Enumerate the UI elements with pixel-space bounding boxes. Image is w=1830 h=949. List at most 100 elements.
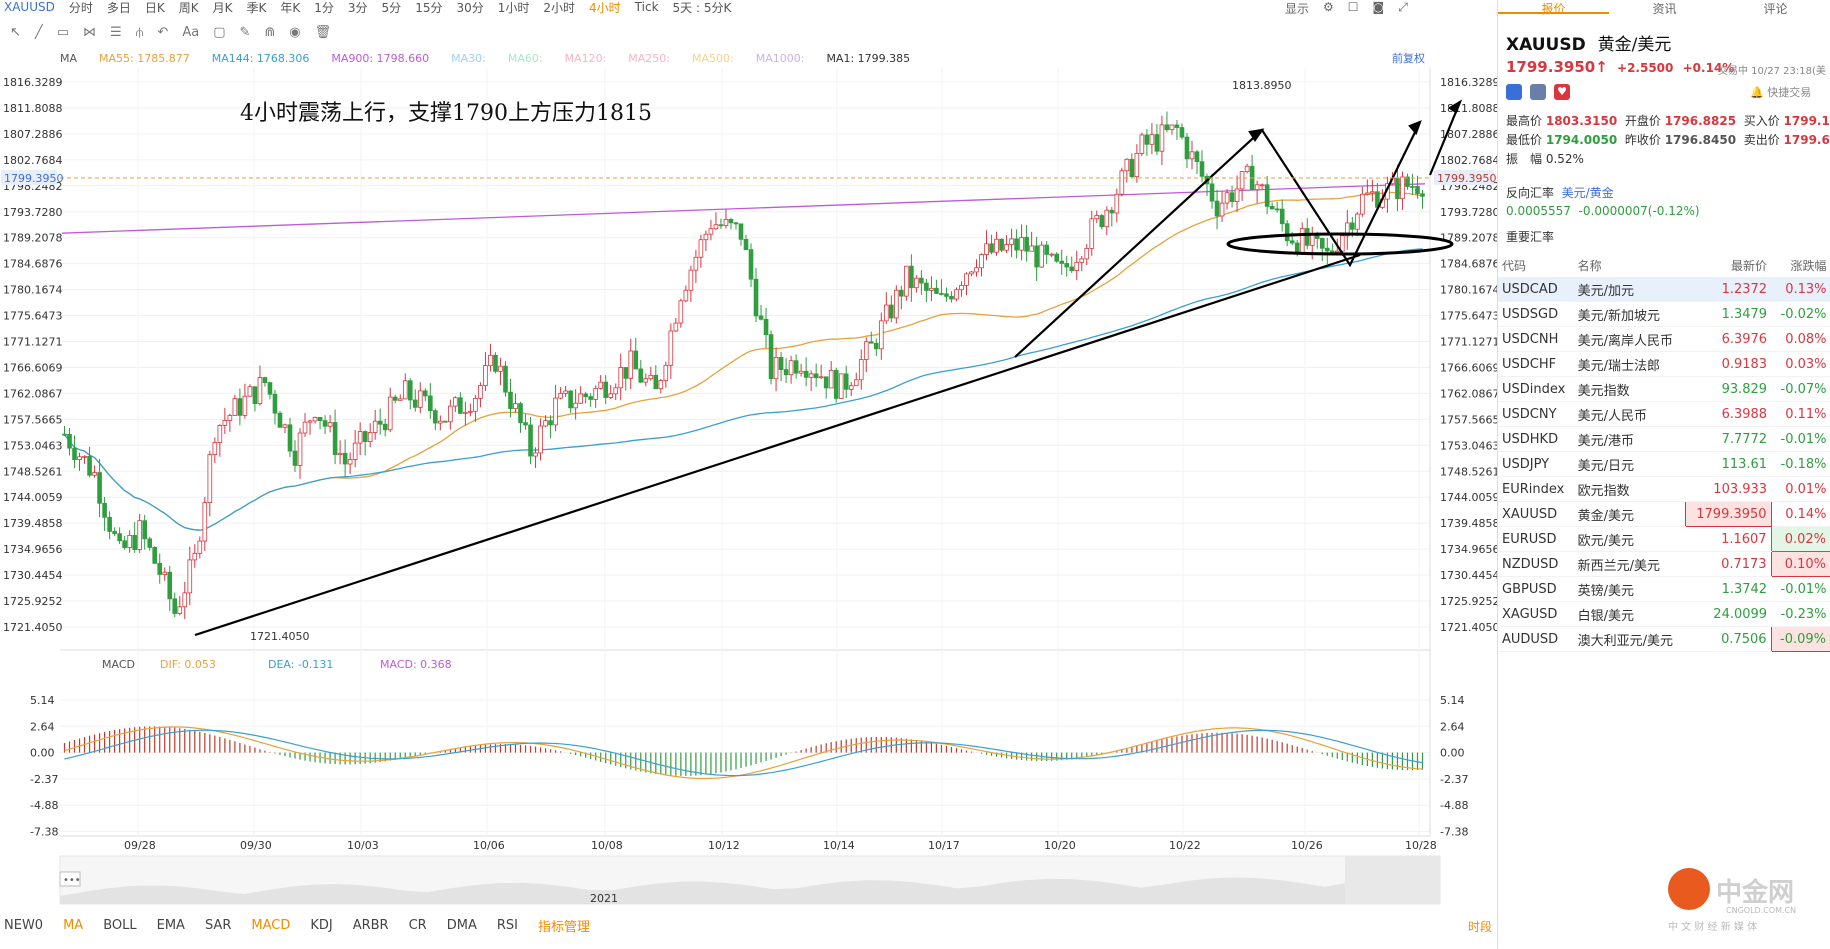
period-tab[interactable]: 季K	[246, 0, 267, 15]
symbol-label[interactable]: XAUUSD	[4, 0, 55, 14]
tab-ma[interactable]: MA	[63, 917, 84, 933]
trash-icon[interactable]: 🗑	[314, 24, 332, 40]
fib-icon[interactable]: ⋈	[83, 24, 97, 40]
text-icon[interactable]: Aa	[182, 24, 200, 40]
col-price[interactable]: 最新价	[1731, 258, 1768, 273]
camera-icon[interactable]: ◙	[1372, 0, 1385, 14]
nav-handle-icon[interactable]: •••	[63, 875, 81, 886]
fuquan-toggle[interactable]: 前复权	[1392, 52, 1425, 65]
session-button[interactable]: 时段	[1468, 920, 1493, 934]
period-tab[interactable]: 周K	[178, 0, 199, 15]
fx-name: 澳大利亚元/美元	[1573, 626, 1686, 652]
ma30-value: MA30:	[451, 51, 486, 65]
fx-row[interactable]: EURindex 欧元指数 103.933 0.01%	[1498, 476, 1830, 502]
fx-row[interactable]: USDCAD 美元/加元 1.2372 0.13%	[1498, 277, 1830, 302]
period-tab[interactable]: 年K	[280, 0, 301, 15]
navigator-area[interactable]	[60, 876, 1440, 904]
fx-row[interactable]: XAUUSD 黄金/美元 1799.3950 0.14%	[1498, 501, 1830, 527]
period-tab[interactable]: 分时	[68, 0, 93, 15]
tab-macd[interactable]: MACD	[251, 917, 291, 933]
candle-body	[1294, 242, 1300, 253]
fx-row[interactable]: USDCHF 美元/瑞士法郎 0.9183 0.03%	[1498, 351, 1830, 377]
fx-row[interactable]: USDSGD 美元/新加坡元 1.3479 -0.02%	[1498, 301, 1830, 327]
period-tab[interactable]: 3分	[347, 0, 368, 15]
col-code[interactable]: 代码	[1502, 258, 1527, 273]
fx-row[interactable]: EURUSD 欧元/美元 1.1607 0.02%	[1498, 526, 1830, 552]
tab-ema[interactable]: EMA	[156, 917, 185, 933]
period-tab[interactable]: Tick	[634, 0, 659, 14]
tab-cr[interactable]: CR	[408, 917, 427, 933]
period-tab[interactable]: 月K	[212, 0, 233, 15]
undo-icon[interactable]: ↶	[157, 24, 169, 40]
cursor-icon[interactable]: ↖	[10, 24, 21, 40]
display-menu[interactable]: 显示	[1285, 2, 1310, 16]
range-select[interactable]: 5天 : 5分K	[672, 0, 732, 15]
candle-body	[979, 254, 984, 269]
tab-arbr[interactable]: ARBR	[352, 917, 389, 933]
dea-value: DEA: -0.131	[268, 658, 333, 671]
period-tab[interactable]: 15分	[415, 0, 443, 15]
candle-body	[1059, 260, 1065, 264]
line-icon[interactable]: ╱	[34, 24, 43, 40]
tab-boll[interactable]: BOLL	[103, 917, 137, 933]
period-tab[interactable]: 5分	[381, 0, 402, 15]
fx-row[interactable]: USDJPY 美元/日元 113.61 -0.18%	[1498, 451, 1830, 477]
candle-body	[884, 304, 889, 322]
date-label: 10/17	[928, 839, 960, 852]
col-name[interactable]: 名称	[1577, 258, 1602, 273]
ma-label[interactable]: MA	[60, 51, 78, 65]
fx-name: 美元/瑞士法郎	[1573, 351, 1686, 377]
gear-icon[interactable]: ⚙	[1323, 0, 1334, 14]
fx-row[interactable]: AUDUSD 澳大利亚元/美元 0.7506 -0.09%	[1498, 626, 1830, 652]
wave-path	[1014, 121, 1421, 358]
tab-kdj[interactable]: KDJ	[310, 917, 333, 933]
fx-row[interactable]: GBPUSD 英镑/美元 1.3742 -0.01%	[1498, 576, 1830, 602]
macd-label[interactable]: MACD	[102, 658, 135, 671]
period-tab[interactable]: 2小时	[543, 0, 576, 15]
candle-body	[428, 395, 433, 412]
square-icon[interactable]: ☐	[1347, 0, 1359, 14]
fx-row[interactable]: USDHKD 美元/港币 7.7772 -0.01%	[1498, 426, 1830, 452]
period-tab[interactable]: 多日	[106, 0, 131, 15]
period-tab[interactable]: 30分	[456, 0, 484, 15]
arrow-head-icon	[1447, 99, 1463, 114]
candle-body	[588, 396, 593, 400]
channel-icon[interactable]: ☰	[110, 24, 122, 40]
candle-body	[703, 233, 709, 241]
shape-icon[interactable]: ▭	[56, 24, 70, 40]
price-axis-label: 1816.3289	[1440, 76, 1497, 89]
global-icon[interactable]	[1506, 84, 1522, 100]
tab-quote[interactable]: 报价	[1498, 0, 1609, 16]
tab-new0[interactable]: NEW0	[4, 917, 44, 933]
magnet-icon[interactable]: ⋒	[264, 24, 276, 40]
period-tab[interactable]: 1小时	[497, 0, 530, 15]
tab-comments[interactable]: 评论	[1763, 2, 1788, 16]
quick-trade[interactable]: 🔔 快捷交易	[1750, 84, 1811, 100]
comment-icon[interactable]: ▢	[213, 24, 226, 40]
period-tab[interactable]: 日K	[144, 0, 165, 15]
pitchfork-icon[interactable]: ⫛	[135, 24, 144, 40]
period-tab[interactable]: 1分	[314, 0, 334, 15]
kline-chart[interactable]: 1816.32891811.80881807.28861802.76841798…	[0, 0, 1497, 949]
eye-icon[interactable]: ◉	[289, 24, 301, 40]
fx-row[interactable]: USDCNY 美元/人民币 6.3988 0.11%	[1498, 401, 1830, 427]
fx-row[interactable]: USDindex 美元指数 93.829 -0.07%	[1498, 376, 1830, 402]
heart-icon[interactable]: ♥	[1554, 84, 1570, 100]
fx-price: 1.3742	[1685, 576, 1772, 602]
tab-news[interactable]: 资讯	[1652, 2, 1677, 16]
candle-body	[1329, 250, 1335, 253]
fx-row[interactable]: USDCNH 美元/离岸人民币 6.3976 0.08%	[1498, 326, 1830, 352]
fx-row[interactable]: XAGUSD 白银/美元 24.0099 -0.23%	[1498, 601, 1830, 627]
tab-dma[interactable]: DMA	[446, 917, 477, 933]
tab-indicator-manage[interactable]: 指标管理	[537, 919, 590, 935]
expand-icon[interactable]: ⤢	[1398, 0, 1408, 14]
reverse-pair[interactable]: 美元/黄金	[1561, 186, 1614, 200]
fx-row[interactable]: NZDUSD 新西兰元/美元 0.7173 0.10%	[1498, 551, 1830, 577]
period-tab-active[interactable]: 4小时	[589, 0, 621, 15]
tab-rsi[interactable]: RSI	[496, 917, 518, 933]
doc-icon[interactable]	[1530, 84, 1546, 100]
tab-sar[interactable]: SAR	[204, 917, 232, 933]
col-pct[interactable]: 涨跌幅	[1790, 258, 1827, 273]
candle-body	[312, 416, 318, 422]
pen-icon[interactable]: ✎	[239, 24, 251, 40]
